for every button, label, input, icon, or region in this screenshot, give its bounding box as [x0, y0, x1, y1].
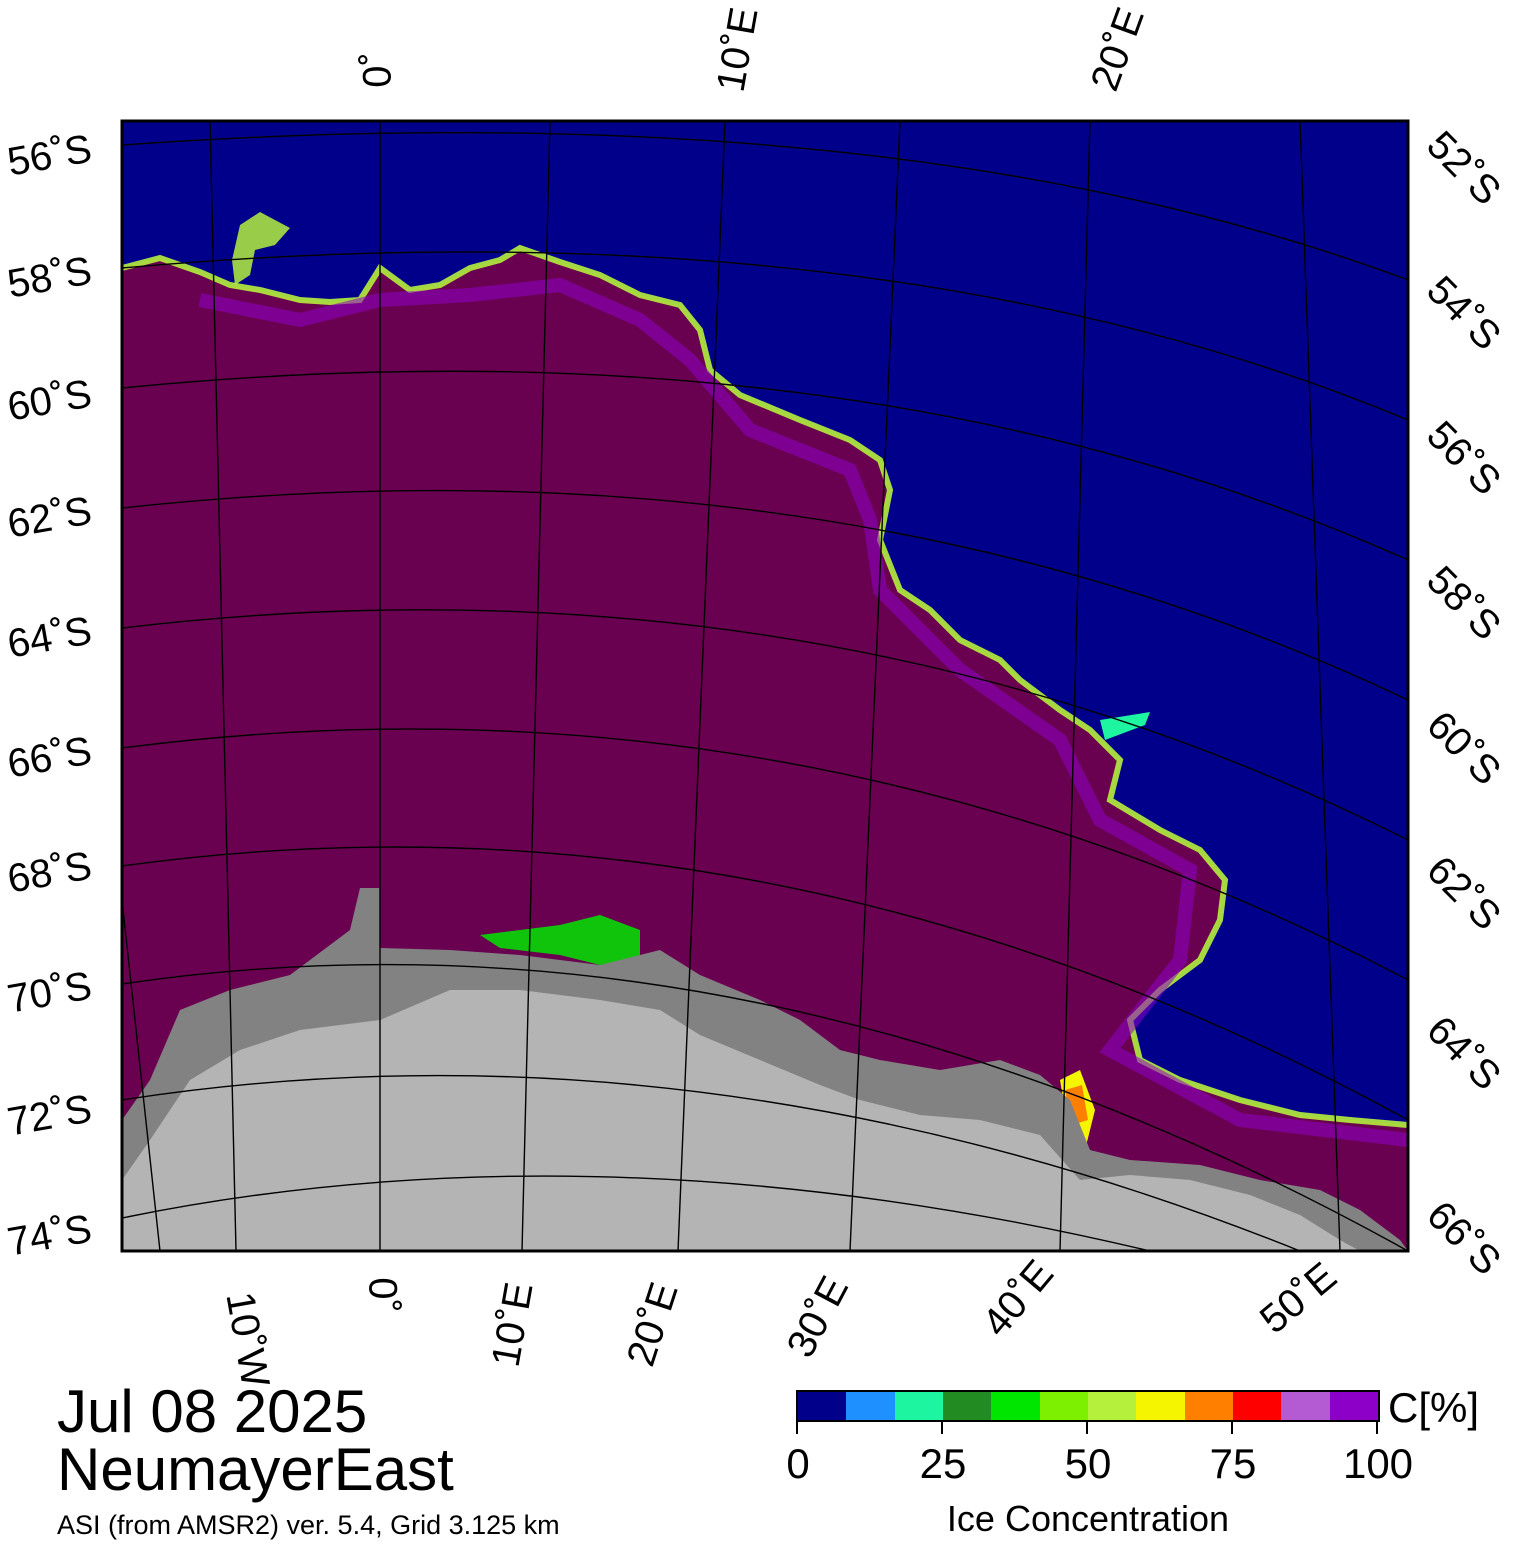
right-latitude-label: 52˚S	[1418, 123, 1509, 214]
left-latitude-label: 70˚S	[4, 964, 95, 1022]
colorbar-tick-label: 75	[1209, 1440, 1257, 1487]
colorbar-swatch	[1329, 1392, 1378, 1420]
colorbar-swatch	[991, 1392, 1040, 1420]
land-ice	[122, 990, 1360, 1251]
colorbar-swatch	[1136, 1392, 1185, 1420]
bottom-longitude-label: 30˚E	[779, 1269, 858, 1364]
bottom-longitude-label: 0˚	[360, 1277, 404, 1313]
colorbar-tick	[1231, 1420, 1233, 1434]
top-longitude-label: 10˚E	[709, 4, 767, 95]
colorbar-unit: C[%]	[1388, 1384, 1480, 1431]
bottom-longitude-label: 20˚E	[619, 1277, 687, 1371]
left-latitude-label: 60˚S	[4, 372, 95, 430]
colorbar-tick-label: 0	[786, 1440, 810, 1487]
colorbar-tick-label: 100	[1342, 1440, 1414, 1487]
top-longitude-label: 0˚	[356, 52, 400, 88]
colorbar-tick	[1086, 1420, 1088, 1434]
left-latitude-label: 66˚S	[4, 729, 95, 787]
colorbar-title: Ice Concentration	[946, 1498, 1230, 1539]
right-latitude-label: 56˚S	[1418, 413, 1509, 504]
colorbar-tick	[1376, 1420, 1378, 1434]
colorbar-swatch	[798, 1392, 847, 1420]
right-latitude-label: 58˚S	[1418, 558, 1509, 649]
region-name: NeumayerEast	[57, 1436, 454, 1503]
product-info: ASI (from AMSR2) ver. 5.4, Grid 3.125 km	[57, 1510, 560, 1540]
colorbar-tick-label: 25	[919, 1440, 967, 1487]
colorbar-swatch	[942, 1392, 992, 1420]
colorbar-swatch	[1281, 1392, 1330, 1420]
left-latitude-label: 64˚S	[4, 609, 95, 667]
colorbar-swatch	[1184, 1392, 1233, 1420]
colorbar-swatch	[894, 1392, 943, 1420]
left-latitude-label: 68˚S	[4, 844, 95, 902]
right-latitude-label: 62˚S	[1418, 848, 1509, 939]
bottom-longitude-label: 10˚E	[484, 1279, 542, 1370]
bottom-longitude-label: 40˚E	[974, 1252, 1062, 1345]
left-latitude-label: 58˚S	[4, 249, 95, 307]
colorbar-tick	[796, 1420, 798, 1434]
top-longitude-label: 20˚E	[1083, 2, 1153, 96]
right-latitude-label: 64˚S	[1418, 1008, 1509, 1099]
left-latitude-label: 72˚S	[4, 1087, 95, 1145]
bottom-longitude-label: 10˚W	[217, 1289, 277, 1391]
right-latitude-label: 66˚S	[1418, 1193, 1509, 1284]
left-latitude-label: 62˚S	[4, 489, 95, 547]
colorbar-tick	[941, 1420, 943, 1434]
right-latitude-label: 54˚S	[1418, 268, 1509, 359]
colorbar	[796, 1390, 1380, 1422]
map-date: Jul 08 2025	[57, 1378, 368, 1445]
map-frame	[120, 119, 1410, 1253]
colorbar-swatch	[1087, 1392, 1137, 1420]
right-latitude-label: 60˚S	[1418, 703, 1509, 794]
colorbar-tick-label: 50	[1064, 1440, 1112, 1487]
bottom-longitude-label: 50˚E	[1252, 1254, 1345, 1342]
colorbar-swatch	[1232, 1392, 1282, 1420]
left-latitude-label: 56˚S	[4, 127, 95, 185]
left-latitude-label: 74˚S	[4, 1207, 95, 1265]
colorbar-swatch	[846, 1392, 895, 1420]
colorbar-swatch	[1039, 1392, 1088, 1420]
